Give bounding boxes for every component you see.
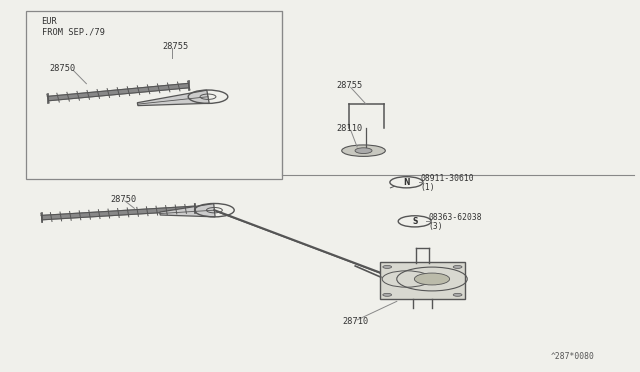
Text: N: N (403, 178, 410, 187)
Ellipse shape (398, 216, 431, 227)
Ellipse shape (383, 293, 392, 296)
Polygon shape (160, 203, 215, 217)
Ellipse shape (342, 145, 385, 156)
Text: 08363-62038: 08363-62038 (429, 213, 483, 222)
Ellipse shape (383, 266, 392, 269)
Text: EUR
FROM SEP./79: EUR FROM SEP./79 (42, 17, 104, 37)
Ellipse shape (355, 148, 372, 154)
Ellipse shape (390, 177, 423, 188)
Polygon shape (138, 90, 209, 106)
Text: 08911-30610: 08911-30610 (420, 174, 474, 183)
Text: 28750: 28750 (49, 64, 76, 73)
Ellipse shape (453, 293, 462, 296)
Ellipse shape (453, 266, 462, 269)
Text: 28755: 28755 (162, 42, 188, 51)
Text: 28710: 28710 (342, 317, 369, 326)
Text: 28750: 28750 (110, 195, 136, 203)
Bar (26, 11, 282, 179)
Text: (1): (1) (420, 183, 435, 192)
Text: ^287*0080: ^287*0080 (551, 352, 595, 361)
Ellipse shape (414, 273, 450, 285)
Text: 28110: 28110 (336, 124, 362, 133)
Text: 28755: 28755 (336, 81, 362, 90)
Text: S: S (412, 217, 417, 226)
Text: (3): (3) (429, 222, 444, 231)
FancyBboxPatch shape (380, 263, 465, 299)
